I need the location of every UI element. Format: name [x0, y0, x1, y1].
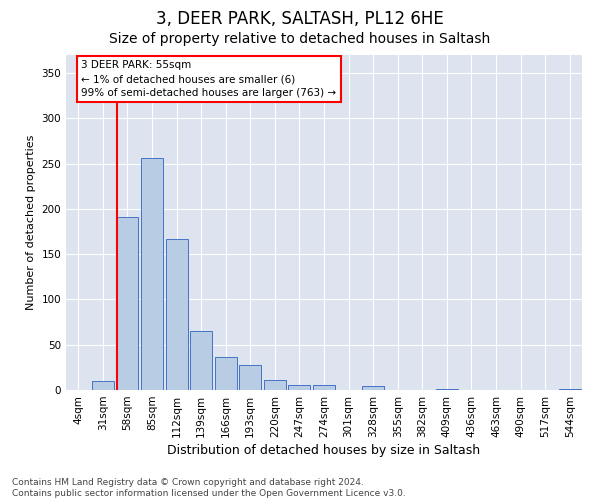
Bar — [239, 364, 262, 390]
Y-axis label: Number of detached properties: Number of detached properties — [26, 135, 36, 310]
Bar — [362, 386, 384, 390]
Bar — [92, 381, 114, 390]
Bar — [289, 384, 310, 390]
Text: Size of property relative to detached houses in Saltash: Size of property relative to detached ho… — [109, 32, 491, 46]
Bar — [264, 380, 286, 390]
Bar — [166, 239, 188, 390]
Bar — [116, 217, 139, 390]
Text: Contains HM Land Registry data © Crown copyright and database right 2024.
Contai: Contains HM Land Registry data © Crown c… — [12, 478, 406, 498]
Text: 3, DEER PARK, SALTASH, PL12 6HE: 3, DEER PARK, SALTASH, PL12 6HE — [156, 10, 444, 28]
Bar — [313, 386, 335, 390]
Text: 3 DEER PARK: 55sqm
← 1% of detached houses are smaller (6)
99% of semi-detached : 3 DEER PARK: 55sqm ← 1% of detached hous… — [82, 60, 337, 98]
Bar — [190, 331, 212, 390]
X-axis label: Distribution of detached houses by size in Saltash: Distribution of detached houses by size … — [167, 444, 481, 457]
Bar — [436, 389, 458, 390]
Bar — [559, 389, 581, 390]
Bar — [215, 356, 237, 390]
Bar — [141, 158, 163, 390]
